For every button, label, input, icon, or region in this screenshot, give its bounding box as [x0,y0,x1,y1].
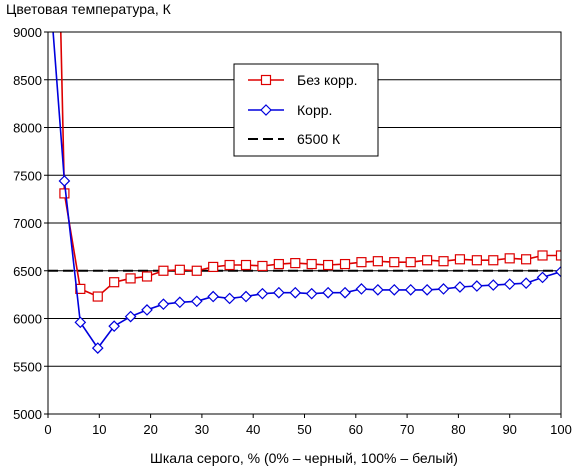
marker-square-27 [488,255,499,266]
marker-diamond-29 [520,277,532,290]
x-tick-label-100: 100 [550,422,572,437]
x-tick-label-40: 40 [246,422,260,437]
marker-square-legend-0 [260,74,272,86]
marker-diamond-4 [108,320,121,332]
marker-square-19 [356,257,367,268]
marker-square-28 [504,253,515,264]
y-tick-label-6500: 6500 [13,264,42,279]
plot-border [47,31,562,415]
x-tick-label-0: 0 [44,422,51,437]
marker-square-11 [224,259,235,271]
marker-square-22 [405,257,416,268]
x-tick-labels: 0 10 20 30 40 50 60 70 80 90 100 [44,422,571,437]
marker-diamond-20 [372,284,384,296]
y-tick-label-7000: 7000 [13,216,42,231]
y-tick-label-5000: 5000 [13,407,42,422]
marker-square-6 [141,271,153,282]
marker-diamond-15 [289,286,302,299]
marker-diamond-2 [74,316,87,329]
y-tick-label-7500: 7500 [13,168,42,183]
marker-square-1 [59,188,70,199]
marker-square-21 [389,257,400,268]
series-lines [48,32,561,354]
marker-square-10 [208,261,219,273]
marker-square-25 [454,254,466,265]
marker-diamond-8 [173,296,186,309]
marker-diamond-9 [190,295,203,308]
marker-square-18 [339,258,351,270]
marker-diamond-12 [240,290,252,303]
x-tick-label-30: 30 [195,422,209,437]
marker-square-20 [372,256,383,267]
x-tick-label-20: 20 [143,422,157,437]
marker-square-12 [240,259,252,271]
marker-diamond-14 [273,286,285,299]
legend-label-0: Без корр. [297,72,358,88]
legend-label-2: 6500 К [297,131,341,147]
y-tick-label-8500: 8500 [13,73,42,88]
marker-diamond-17 [322,286,334,299]
marker-diamond-22 [404,284,417,296]
marker-diamond-24 [437,283,450,295]
marker-diamond-31 [555,265,561,278]
marker-square-7 [158,265,169,276]
marker-square-23 [422,255,433,266]
marker-diamond-26 [471,280,483,292]
marker-square-29 [521,254,532,265]
marker-square-15 [290,258,301,269]
marker-diamond-19 [355,283,368,295]
marker-square-24 [438,256,449,267]
series-square [59,32,561,302]
marker-diamond-18 [339,286,351,299]
marker-square-26 [471,255,482,266]
marker-diamond-16 [305,287,318,300]
y-tick-label-6000: 6000 [13,312,42,327]
marker-square-3 [92,291,103,302]
marker-diamond-7 [157,298,170,311]
y-tick-label-5500: 5500 [13,359,42,374]
y-tick-label-8000: 8000 [13,121,42,136]
series-diamond [52,32,561,354]
marker-diamond-legend-1 [260,104,272,116]
marker-square-9 [191,265,202,276]
marker-square-31 [555,250,561,261]
marker-diamond-30 [536,271,549,284]
marker-square-4 [109,277,120,288]
marker-diamond-25 [454,281,466,293]
marker-square-17 [322,259,334,271]
marker-square-30 [537,250,548,261]
marker-diamond-6 [141,304,153,316]
marker-diamond-1 [58,175,71,187]
marker-diamond-10 [207,290,220,303]
marker-diamond-23 [421,284,433,296]
marker-diamond-13 [256,287,269,300]
y-axis-title: Цветовая температура, К [6,1,172,17]
x-tick-label-80: 80 [451,422,465,437]
y-tick-label-9000: 9000 [13,25,42,40]
marker-diamond-5 [124,310,137,323]
marker-diamond-11 [223,292,236,305]
marker-square-13 [257,260,268,272]
marker-square-5 [125,273,136,284]
marker-diamond-3 [91,342,104,354]
x-tick-label-60: 60 [349,422,363,437]
x-axis-title: Шкала серого, % (0% – черный, 100% – бел… [150,450,458,466]
legend: Без корр. Корр. 6500 К [233,63,379,157]
x-tick-label-90: 90 [502,422,516,437]
legend-label-1: Корр. [297,102,332,118]
y-tick-labels: 5000 5500 6000 6500 7000 7500 8000 8500 9000 [13,25,42,422]
x-tick-label-10: 10 [92,422,106,437]
marker-diamond-28 [503,278,516,290]
x-tick-label-50: 50 [297,422,311,437]
marker-square-8 [174,264,185,275]
x-tick-label-70: 70 [400,422,414,437]
marker-square-16 [306,258,317,270]
marker-diamond-27 [487,279,500,291]
marker-diamond-21 [388,284,401,296]
marker-square-14 [273,258,284,270]
